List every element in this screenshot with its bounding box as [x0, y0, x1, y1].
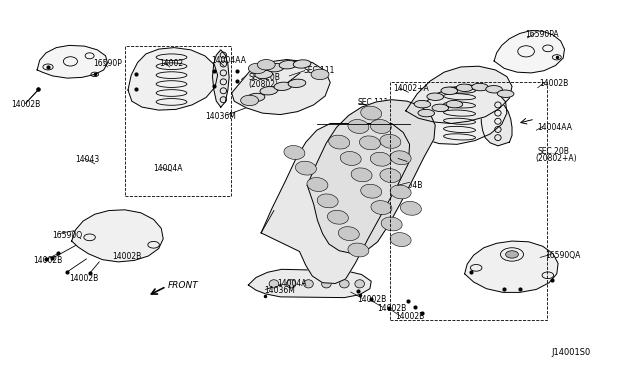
Ellipse shape	[418, 109, 435, 117]
Polygon shape	[212, 50, 229, 107]
Text: FRONT: FRONT	[168, 281, 198, 290]
Polygon shape	[481, 98, 512, 146]
Ellipse shape	[296, 161, 316, 175]
Ellipse shape	[340, 280, 349, 288]
Text: 14004B: 14004B	[393, 182, 422, 190]
Text: 14002B: 14002B	[113, 252, 142, 261]
Text: 14002B: 14002B	[539, 79, 568, 88]
Ellipse shape	[321, 280, 332, 288]
Ellipse shape	[390, 151, 411, 165]
Text: SEC.111: SEC.111	[303, 66, 335, 75]
Ellipse shape	[348, 119, 369, 134]
Ellipse shape	[307, 177, 328, 192]
Polygon shape	[465, 241, 558, 292]
Ellipse shape	[472, 83, 488, 91]
Text: 14002+A: 14002+A	[393, 84, 429, 93]
Text: SEC.20B: SEC.20B	[538, 147, 570, 155]
Ellipse shape	[381, 217, 402, 231]
Text: 14004A: 14004A	[154, 164, 183, 173]
Ellipse shape	[340, 151, 361, 166]
Ellipse shape	[380, 134, 401, 148]
Ellipse shape	[427, 93, 444, 100]
Ellipse shape	[355, 280, 365, 288]
Ellipse shape	[288, 79, 306, 87]
Text: 16590Q: 16590Q	[52, 231, 83, 240]
Ellipse shape	[432, 104, 449, 112]
Text: 16590P: 16590P	[93, 59, 122, 68]
Ellipse shape	[456, 84, 473, 92]
Text: 16590QA: 16590QA	[545, 251, 580, 260]
Text: 14004AA: 14004AA	[211, 56, 246, 65]
Bar	[390, 82, 547, 320]
Text: SEC.111: SEC.111	[357, 98, 388, 107]
Polygon shape	[232, 60, 330, 115]
Text: 14036M: 14036M	[205, 112, 236, 121]
Ellipse shape	[293, 60, 311, 68]
Text: 14002B: 14002B	[12, 100, 41, 109]
Ellipse shape	[414, 100, 431, 108]
Ellipse shape	[266, 64, 284, 72]
Ellipse shape	[371, 201, 392, 215]
Text: 14002B: 14002B	[357, 295, 387, 304]
Polygon shape	[261, 124, 410, 283]
Text: 14004AA: 14004AA	[538, 123, 573, 132]
Ellipse shape	[279, 61, 297, 69]
Ellipse shape	[486, 86, 502, 93]
Ellipse shape	[329, 135, 349, 149]
Text: 14004A: 14004A	[277, 279, 307, 288]
Polygon shape	[72, 210, 163, 262]
Ellipse shape	[441, 87, 458, 94]
Ellipse shape	[260, 87, 278, 95]
Ellipse shape	[361, 184, 381, 198]
Polygon shape	[37, 45, 108, 78]
Ellipse shape	[269, 280, 279, 288]
Polygon shape	[410, 85, 507, 144]
Ellipse shape	[371, 152, 391, 166]
Text: 14002B: 14002B	[396, 312, 425, 321]
Text: 16590PA: 16590PA	[525, 30, 559, 39]
Circle shape	[248, 63, 266, 74]
Ellipse shape	[497, 90, 514, 97]
Bar	[125, 46, 231, 196]
Ellipse shape	[317, 194, 338, 208]
Polygon shape	[128, 48, 218, 110]
Ellipse shape	[339, 227, 359, 241]
Ellipse shape	[390, 232, 411, 247]
Ellipse shape	[284, 145, 305, 160]
Ellipse shape	[360, 136, 380, 150]
Text: 14002B: 14002B	[378, 304, 407, 312]
Text: (20802): (20802)	[248, 80, 278, 89]
Text: 14002B: 14002B	[69, 274, 99, 283]
Ellipse shape	[401, 201, 421, 215]
Circle shape	[241, 95, 259, 106]
Ellipse shape	[287, 280, 296, 288]
Text: 14002: 14002	[159, 59, 183, 68]
Circle shape	[506, 251, 518, 258]
Circle shape	[257, 60, 275, 70]
Ellipse shape	[348, 243, 369, 257]
Text: 14002B: 14002B	[33, 256, 63, 265]
Ellipse shape	[371, 119, 391, 134]
Text: (20802+A): (20802+A)	[535, 154, 577, 163]
Ellipse shape	[390, 185, 411, 199]
Ellipse shape	[304, 280, 314, 288]
Ellipse shape	[328, 210, 348, 224]
Ellipse shape	[380, 169, 401, 183]
Text: SEC.20B: SEC.20B	[248, 73, 280, 82]
Text: 14043: 14043	[76, 155, 100, 164]
Text: 14043: 14043	[393, 155, 417, 164]
Circle shape	[311, 69, 329, 80]
Text: 14036M: 14036M	[264, 286, 295, 295]
Ellipse shape	[247, 93, 265, 102]
Ellipse shape	[446, 100, 463, 108]
Polygon shape	[494, 31, 564, 73]
Polygon shape	[248, 269, 371, 298]
Ellipse shape	[351, 168, 372, 182]
Polygon shape	[307, 100, 435, 254]
Text: J14001S0: J14001S0	[552, 348, 591, 357]
Ellipse shape	[255, 70, 273, 78]
Ellipse shape	[361, 106, 381, 120]
Ellipse shape	[274, 82, 292, 90]
Polygon shape	[406, 66, 512, 124]
